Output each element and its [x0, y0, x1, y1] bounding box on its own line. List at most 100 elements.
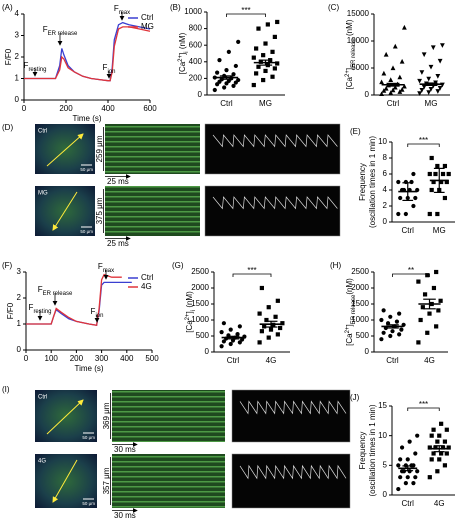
- dot: [440, 445, 446, 450]
- annotation-sub: resting: [28, 67, 46, 73]
- y-tick-label: 1000: [351, 315, 369, 324]
- data-line: [26, 273, 122, 327]
- y-tick-label: 3: [17, 267, 22, 276]
- x-tick-label: MG: [259, 99, 272, 108]
- panel-label: (G): [172, 261, 184, 270]
- dot: [435, 439, 440, 444]
- dot: [275, 61, 280, 66]
- dot: [435, 89, 441, 94]
- dot: [231, 72, 236, 77]
- y-tick-label: 1000: [191, 315, 209, 324]
- panel-label: (H): [330, 261, 341, 270]
- panel-label: (B): [170, 3, 181, 12]
- dot: [431, 451, 436, 456]
- dot: [439, 451, 444, 456]
- annotation-sub: max: [119, 10, 130, 16]
- dot: [272, 66, 277, 71]
- dot: [417, 91, 422, 96]
- dot: [430, 45, 436, 51]
- x-tick-label: Ctrl: [227, 356, 240, 365]
- dot: [270, 49, 275, 54]
- x-tick-label: 300: [95, 354, 109, 363]
- dot: [431, 427, 436, 432]
- scale-bar-label: 50 μm: [80, 167, 93, 172]
- dot: [379, 91, 384, 97]
- annotation: Fion: [103, 63, 116, 74]
- dot: [215, 70, 220, 75]
- x-tick-label: 400: [120, 354, 134, 363]
- error-bar: [423, 298, 436, 310]
- dot: [431, 179, 436, 185]
- dot: [433, 445, 438, 450]
- annotation-main: F: [43, 25, 48, 34]
- kymograph: [105, 186, 200, 236]
- significance: ***: [419, 136, 428, 145]
- label-part: (nM): [185, 291, 194, 310]
- dot: [446, 445, 451, 450]
- annotation-main: F: [24, 61, 29, 70]
- dot: [429, 457, 434, 462]
- dot: [437, 58, 443, 64]
- axis-label: [Ca2+]i (nM): [185, 291, 197, 333]
- label-part: i: [184, 51, 190, 52]
- panel-label: (J): [350, 393, 360, 402]
- y-tick-label: 2: [17, 293, 22, 302]
- axis-label: F/F0: [6, 302, 15, 319]
- dot: [444, 451, 449, 456]
- label-part: [Ca: [178, 61, 187, 74]
- dot: [433, 171, 438, 177]
- panel-label: (E): [350, 127, 361, 136]
- annotation-main: F: [91, 307, 96, 316]
- x-tick-label: 400: [101, 104, 115, 113]
- y-tick-label: 15000: [347, 9, 370, 18]
- label-part: F/F0: [4, 48, 13, 65]
- annotation-main: F: [98, 262, 103, 271]
- annotation: Fresting: [24, 61, 47, 72]
- dot: [411, 481, 416, 486]
- trace-line: [239, 400, 347, 415]
- dot: [444, 427, 449, 432]
- x-tick-label: 4G: [424, 356, 435, 365]
- dot: [237, 324, 242, 329]
- condition-label: Ctrl: [38, 129, 47, 135]
- kymograph: [105, 124, 200, 174]
- x-tick-label: 0: [24, 354, 29, 363]
- dot: [437, 457, 442, 462]
- y-tick-label: 10: [378, 137, 387, 146]
- dot: [413, 475, 418, 480]
- dot: [442, 195, 448, 201]
- dot: [440, 43, 445, 48]
- dot: [263, 68, 268, 74]
- dot: [440, 171, 446, 177]
- dot: [254, 71, 259, 76]
- trace-image: [204, 185, 341, 237]
- y-tick-label: 2500: [191, 267, 209, 276]
- axis-label: F/F0: [4, 48, 13, 65]
- x-tick-label: 500: [145, 354, 159, 363]
- dot: [425, 330, 430, 335]
- significance: **: [408, 266, 414, 275]
- length-label: 369 μm: [102, 402, 111, 429]
- axis-label: [Ca2+]ER release (nM): [345, 19, 357, 89]
- dot: [434, 324, 439, 329]
- dot: [402, 24, 407, 30]
- dot: [278, 325, 283, 331]
- dot: [265, 22, 270, 27]
- dot: [221, 339, 226, 344]
- dot: [219, 330, 224, 335]
- significance: ***: [419, 400, 428, 409]
- x-tick-label: Ctrl: [220, 99, 233, 108]
- dot: [381, 308, 386, 313]
- dot: [416, 279, 421, 284]
- dot: [275, 332, 280, 337]
- dot: [392, 84, 398, 90]
- trace-image: [231, 453, 351, 509]
- dot: [228, 341, 233, 347]
- dot: [399, 327, 404, 332]
- annotation: FER release: [38, 285, 73, 296]
- y-tick-label: 2: [383, 201, 388, 210]
- label-part: ]: [345, 324, 354, 326]
- dot: [388, 333, 393, 339]
- dot: [419, 88, 425, 93]
- x-tick-label: Ctrl: [402, 499, 415, 508]
